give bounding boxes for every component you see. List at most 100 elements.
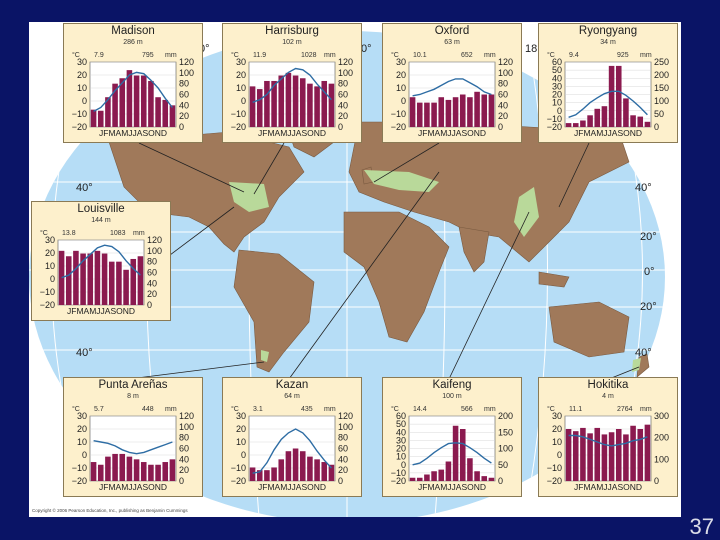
temp-tick: 20 bbox=[77, 424, 87, 434]
precip-tick: 80 bbox=[338, 433, 348, 443]
precip-bar bbox=[105, 97, 111, 127]
precip-bar bbox=[459, 429, 466, 481]
temp-tick: −10 bbox=[547, 463, 562, 473]
temp-tick: −20 bbox=[40, 300, 55, 310]
slide: 0° 0° 18 40° 40° 40° 20° 0° 20° 40° Madi… bbox=[29, 22, 681, 517]
temp-tick: 40 bbox=[396, 427, 406, 437]
station-elevation: 8 m bbox=[127, 393, 139, 400]
header-annual-precip: 795 bbox=[142, 52, 154, 59]
precip-bar bbox=[278, 75, 285, 127]
precip-bar bbox=[409, 97, 416, 127]
climograph-punta-arenas: Punta Areñas 8 m °C 5.7 448 mm 30 20 10 0 −10 −20 12… bbox=[63, 377, 203, 497]
temp-tick: 10 bbox=[396, 83, 406, 93]
precip-bar bbox=[278, 459, 285, 481]
precip-bar bbox=[90, 109, 97, 127]
precip-bar bbox=[97, 110, 104, 127]
month-labels: JFMAMJJASOND bbox=[418, 482, 486, 492]
precip-tick: 100 bbox=[338, 68, 353, 78]
precip-tick: 120 bbox=[498, 57, 513, 67]
temp-tick: 10 bbox=[396, 452, 406, 462]
precip-tick: 120 bbox=[338, 57, 353, 67]
temp-tick: 50 bbox=[396, 419, 406, 429]
temp-line bbox=[252, 67, 332, 103]
precip-bar bbox=[256, 89, 263, 127]
temp-tick: 10 bbox=[45, 261, 55, 271]
temp-tick: 30 bbox=[396, 57, 406, 67]
station-elevation: 63 m bbox=[444, 39, 460, 46]
climograph-plot: °C 11.1 2764 mm3020100−10−203002001000JFMAM… bbox=[547, 405, 669, 492]
precip-tick: 40 bbox=[338, 454, 348, 464]
header-mean-temp: 10.1 bbox=[413, 52, 427, 59]
precip-bar bbox=[162, 99, 169, 127]
precip-bar bbox=[481, 476, 488, 481]
precip-bar bbox=[328, 83, 335, 127]
temp-tick: 0 bbox=[50, 274, 55, 284]
temp-tick: −20 bbox=[72, 122, 87, 132]
precip-tick: 0 bbox=[179, 122, 184, 132]
precip-bar bbox=[459, 94, 466, 127]
header-unit-c: °C bbox=[547, 51, 555, 59]
climograph-ryongyang: Ryongyang 34 m °C 9.4 925 mm 60 50 40 30 20 10 0 −10−… bbox=[538, 23, 678, 143]
precip-bar bbox=[94, 250, 101, 305]
precip-tick: 0 bbox=[498, 122, 503, 132]
temp-tick: −20 bbox=[72, 476, 87, 486]
precip-bar bbox=[133, 75, 140, 127]
temp-tick: 40 bbox=[552, 73, 562, 83]
precip-tick: 20 bbox=[179, 465, 189, 475]
precip-bar bbox=[97, 464, 104, 481]
header-annual-precip: 925 bbox=[617, 52, 629, 59]
station-name: Louisville bbox=[77, 203, 125, 215]
temp-tick: −20 bbox=[547, 122, 562, 132]
header-unit-c: °C bbox=[40, 229, 48, 237]
precip-bar bbox=[90, 462, 97, 481]
precip-tick: 50 bbox=[654, 109, 664, 119]
header-mean-temp: 14.4 bbox=[413, 406, 427, 413]
month-labels: JFMAMJJASOND bbox=[99, 482, 167, 492]
temp-tick: 20 bbox=[236, 70, 246, 80]
temp-tick: 0 bbox=[241, 450, 246, 460]
precip-bar bbox=[169, 105, 176, 127]
precip-bar bbox=[299, 78, 306, 127]
climograph-oxford: Oxford 63 m °C 10.1 652 mm 30 20 10 0 −10 −20 120 100… bbox=[382, 23, 522, 143]
precip-bar bbox=[155, 464, 161, 481]
station-name: Hokitika bbox=[587, 379, 629, 391]
precip-tick: 100 bbox=[338, 422, 353, 432]
climograph-louisville: Louisville 144 m °C 13.8 1083 mm 30 20 10 0 −10 −20… bbox=[31, 201, 171, 321]
climograph-kaifeng: Kaifeng 100 m °C 14.4 566 mm 60 50 40 30 20 10 0 −10−… bbox=[382, 377, 522, 497]
precip-tick: 300 bbox=[654, 411, 669, 421]
precip-bar bbox=[162, 462, 169, 481]
temp-line bbox=[252, 428, 332, 474]
plot-area bbox=[564, 415, 652, 482]
precip-bar bbox=[307, 83, 313, 127]
temp-tick: 0 bbox=[401, 460, 406, 470]
precip-tick: 80 bbox=[498, 79, 508, 89]
precip-bar bbox=[108, 261, 115, 305]
climograph-plot: °C 9.4 925 mm6050403020100−10−2025020015010… bbox=[547, 51, 669, 138]
precip-tick: 60 bbox=[147, 268, 157, 278]
precip-bar bbox=[488, 477, 495, 481]
label-left-40n: 40° bbox=[76, 182, 93, 194]
header-unit-c: °C bbox=[231, 405, 239, 413]
temp-tick: 10 bbox=[552, 437, 562, 447]
precip-tick: 0 bbox=[498, 476, 503, 486]
precip-tick: 50 bbox=[498, 460, 508, 470]
header-unit-mm: mm bbox=[165, 52, 177, 59]
precip-bar bbox=[271, 80, 277, 127]
temp-tick: 30 bbox=[45, 235, 55, 245]
station-elevation: 34 m bbox=[600, 39, 616, 46]
temp-tick: −20 bbox=[391, 122, 406, 132]
precip-bar bbox=[623, 434, 629, 481]
temp-line bbox=[93, 71, 173, 113]
precip-bar bbox=[424, 474, 430, 481]
station-elevation: 4 m bbox=[602, 393, 614, 400]
precip-bar bbox=[474, 91, 480, 127]
temp-tick: 20 bbox=[552, 90, 562, 100]
temp-tick: 0 bbox=[82, 96, 87, 106]
precip-tick: 20 bbox=[338, 465, 348, 475]
precip-tick: 120 bbox=[179, 57, 194, 67]
header-unit-c: °C bbox=[391, 51, 399, 59]
precip-bar bbox=[467, 97, 473, 127]
temp-line bbox=[93, 440, 173, 455]
temp-tick: 20 bbox=[45, 248, 55, 258]
precip-tick: 20 bbox=[338, 111, 348, 121]
